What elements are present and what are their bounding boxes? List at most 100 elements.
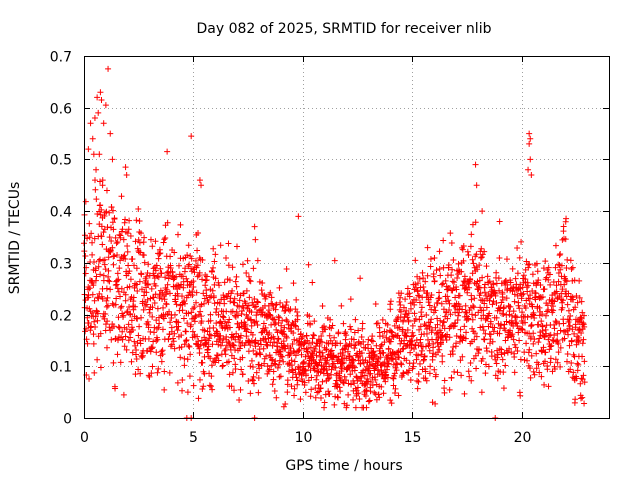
- data-point: [202, 282, 209, 289]
- data-point: [542, 326, 549, 333]
- data-point: [342, 336, 349, 343]
- data-point: [87, 324, 94, 331]
- data-point: [215, 341, 222, 348]
- data-point: [481, 289, 488, 296]
- data-point: [182, 337, 189, 344]
- data-point: [181, 298, 188, 305]
- data-point: [214, 328, 221, 335]
- data-point: [532, 290, 539, 297]
- data-point: [276, 373, 283, 380]
- data-point: [208, 373, 215, 380]
- data-point: [427, 319, 434, 326]
- data-point: [96, 151, 103, 158]
- data-point: [568, 337, 575, 344]
- data-point: [577, 314, 584, 321]
- data-point: [555, 349, 562, 356]
- data-point: [466, 284, 473, 291]
- data-point: [529, 271, 536, 278]
- data-point: [152, 238, 159, 245]
- data-point: [169, 335, 176, 342]
- y-tick-label: 0.1: [50, 360, 72, 376]
- data-point: [400, 370, 407, 377]
- data-point: [450, 323, 457, 330]
- data-point: [161, 386, 168, 393]
- data-point: [465, 315, 472, 322]
- data-point: [219, 363, 226, 370]
- data-point: [434, 331, 441, 338]
- data-point: [507, 332, 514, 339]
- data-point: [134, 288, 141, 295]
- data-point: [527, 374, 534, 381]
- data-point: [560, 320, 567, 327]
- data-point: [275, 361, 282, 368]
- data-point: [224, 293, 231, 300]
- data-point: [302, 389, 309, 396]
- data-point: [398, 361, 405, 368]
- data-point: [145, 335, 152, 342]
- data-point: [393, 367, 400, 374]
- data-point: [146, 309, 153, 316]
- data-point: [397, 302, 404, 309]
- data-point: [461, 390, 468, 397]
- data-point: [275, 335, 282, 342]
- data-point: [541, 333, 548, 340]
- data-point: [110, 323, 117, 330]
- data-point: [522, 319, 529, 326]
- data-point: [421, 321, 428, 328]
- data-point: [222, 351, 229, 358]
- data-point: [122, 333, 129, 340]
- data-point: [194, 262, 201, 269]
- data-point: [500, 304, 507, 311]
- data-point: [399, 326, 406, 333]
- data-point: [90, 331, 97, 338]
- data-point: [469, 256, 476, 263]
- data-point: [221, 279, 228, 286]
- data-point: [171, 311, 178, 318]
- data-point: [489, 301, 496, 308]
- data-point: [97, 178, 104, 185]
- data-point: [530, 368, 537, 375]
- data-point: [514, 348, 521, 355]
- data-point: [530, 340, 537, 347]
- data-point: [374, 320, 381, 327]
- data-point: [477, 254, 484, 261]
- data-point: [266, 311, 273, 318]
- data-point: [390, 375, 397, 382]
- data-point: [174, 379, 181, 386]
- data-point: [123, 171, 130, 178]
- data-point: [407, 305, 414, 312]
- data-point: [534, 279, 541, 286]
- data-point: [457, 357, 464, 364]
- data-point: [454, 369, 461, 376]
- data-point: [556, 252, 563, 259]
- data-point: [301, 358, 308, 365]
- data-point: [122, 255, 129, 262]
- data-point: [111, 252, 118, 259]
- data-point: [290, 280, 297, 287]
- data-point: [351, 345, 358, 352]
- data-point: [125, 321, 132, 328]
- data-point: [117, 232, 124, 239]
- data-point: [451, 368, 458, 375]
- data-point: [411, 310, 418, 317]
- data-point: [562, 236, 569, 243]
- data-point: [117, 359, 124, 366]
- data-point: [372, 300, 379, 307]
- data-point: [428, 316, 435, 323]
- data-point: [239, 354, 246, 361]
- data-point: [477, 304, 484, 311]
- data-point: [436, 346, 443, 353]
- data-point: [226, 277, 233, 284]
- data-point: [571, 330, 578, 337]
- data-point: [525, 264, 532, 271]
- data-point: [265, 307, 272, 314]
- data-point: [287, 345, 294, 352]
- data-point: [168, 341, 175, 348]
- data-point: [233, 308, 240, 315]
- data-point: [409, 322, 416, 329]
- data-point: [374, 358, 381, 365]
- data-point: [238, 366, 245, 373]
- data-point: [295, 347, 302, 354]
- data-point: [160, 304, 167, 311]
- data-point: [206, 382, 213, 389]
